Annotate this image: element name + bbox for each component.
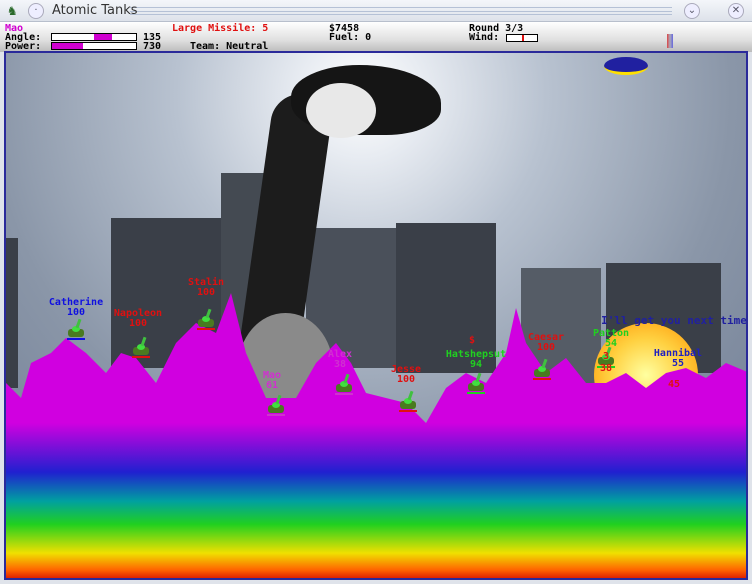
tank-health: 100 [66, 307, 86, 318]
floating-number: 38 [599, 363, 613, 374]
angle-label: Angle: [5, 32, 42, 43]
tank-label: Catherine 100 [49, 298, 103, 318]
app-icon: ♞ [8, 3, 17, 19]
floating-number: 3 [602, 351, 610, 362]
hud: Mao Angle: 135 Power: 730 Large Missile:… [0, 22, 752, 52]
tank[interactable] [265, 394, 287, 416]
tank-name: Catherine [48, 297, 104, 308]
floating-number: 45 [667, 379, 681, 390]
rocket-icon [667, 34, 673, 48]
tank-name: Stalin [187, 277, 225, 288]
tank-label: Patton 54 [593, 329, 629, 349]
angle-value: 135 [143, 32, 162, 43]
tank-health: 100 [536, 342, 556, 353]
floating-number: $ [468, 335, 476, 346]
tank-name: Alex [327, 349, 353, 360]
tank-label: Hannibal 55 [654, 349, 702, 369]
angle-bar [51, 33, 137, 41]
tank[interactable] [65, 318, 87, 340]
ufo-icon [604, 57, 648, 75]
tank-name: Jesse [390, 364, 422, 375]
tank[interactable] [595, 346, 617, 368]
tank-health: 38 [333, 359, 347, 370]
tank-label: Stalin 100 [188, 278, 224, 298]
tank[interactable] [333, 373, 355, 395]
battlefield[interactable]: Catherine 100 Napoleon 100 Stalin 100 Mao 61 Ale… [4, 51, 748, 580]
player-name: Mao [5, 23, 24, 34]
tank-health: 100 [396, 374, 416, 385]
tank-health: 100 [128, 318, 148, 329]
minimize-icon[interactable]: ⌄ [684, 3, 700, 19]
close-icon[interactable]: ✕ [728, 3, 744, 19]
tank-label: Mao 61 [263, 371, 281, 391]
tank-name: Patton [592, 328, 630, 339]
tank-health: 55 [671, 358, 685, 369]
tank-label: Alex 38 [328, 350, 352, 370]
weapon-label[interactable]: Large Missile: 5 [172, 23, 269, 34]
tank-health: 61 [265, 380, 279, 391]
tank[interactable] [195, 308, 217, 330]
tank-label: Hatshepsut 94 [446, 350, 506, 370]
tank-label: Jesse 100 [391, 365, 421, 385]
tank-name: Caesar [527, 332, 565, 343]
title-bar: ♞ · Atomic Tanks ⌄ ✕ [0, 0, 752, 22]
power-bar [51, 42, 137, 50]
tank-health: 54 [604, 338, 618, 349]
terrain [6, 293, 746, 578]
tank-name: Hannibal [653, 348, 703, 359]
tank-name: Napoleon [113, 308, 163, 319]
tank-label: Caesar 100 [528, 333, 564, 353]
menu-icon[interactable]: · [28, 3, 44, 19]
tank-name: Hatshepsut [445, 349, 507, 360]
tank[interactable] [531, 358, 553, 380]
money-label: $7458 [329, 23, 360, 34]
wind-bar [506, 34, 538, 42]
tank-health: 94 [469, 359, 483, 370]
tank-label: Napoleon 100 [114, 309, 162, 329]
power-label: Power: [5, 41, 42, 52]
round-label: Round 3/3 [469, 23, 524, 34]
team-label: Team: Neutral [190, 41, 269, 52]
fuel-label: Fuel: 0 [329, 32, 372, 43]
speech-bubble: I'll get you next time [601, 314, 747, 327]
tank-name: Mao [262, 370, 282, 381]
window-title: Atomic Tanks [52, 3, 138, 18]
tank[interactable] [397, 390, 419, 412]
wind-label: Wind: [469, 32, 500, 43]
tank[interactable] [465, 372, 487, 394]
power-value: 730 [143, 41, 162, 52]
tank-health: 100 [196, 287, 216, 298]
tank[interactable] [130, 336, 152, 358]
